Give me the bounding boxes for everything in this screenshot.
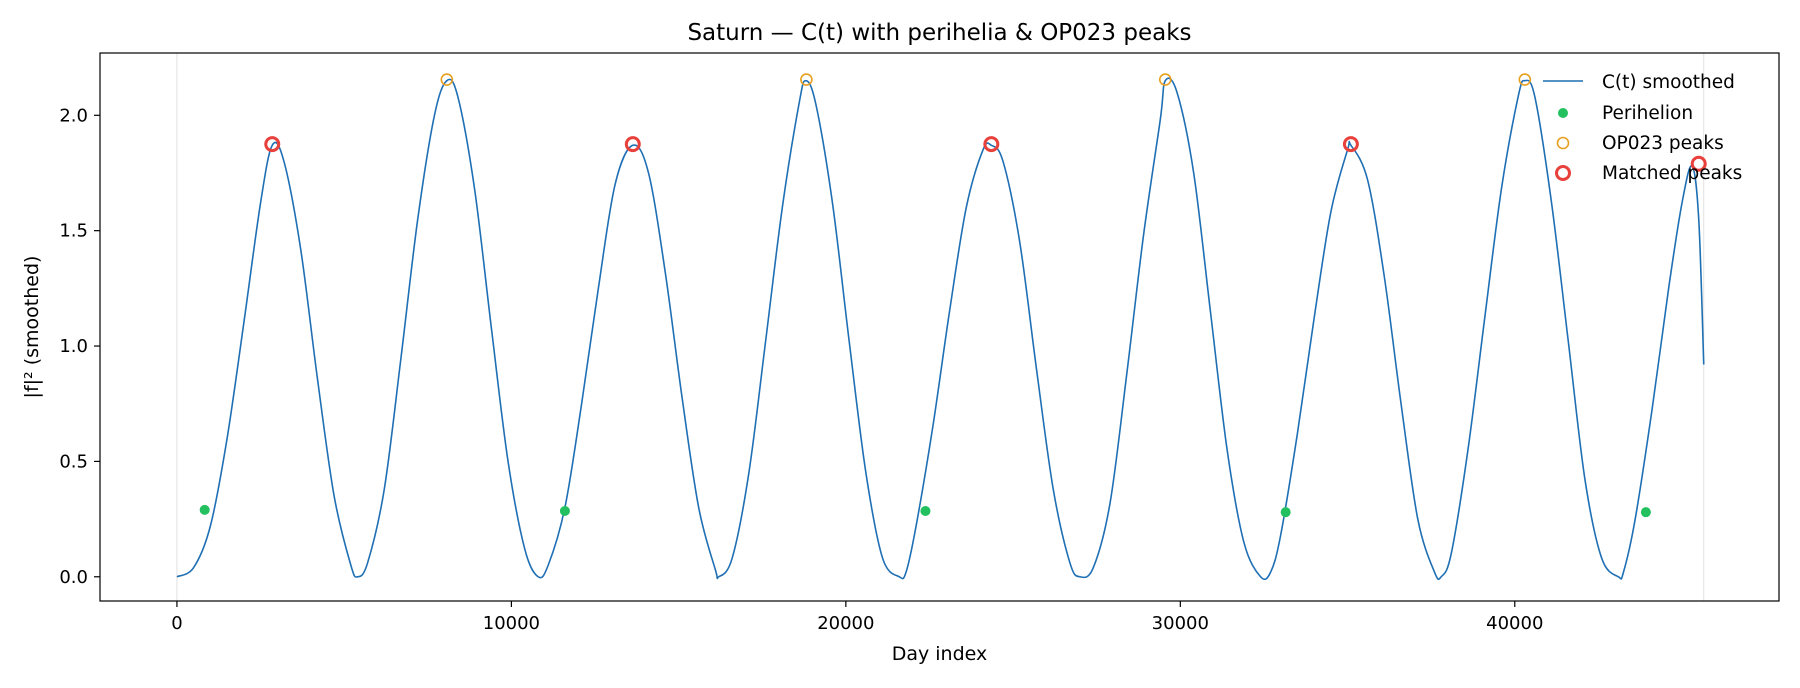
op023-peak-point [440,73,454,86]
chart-title: Saturn — C(t) with perihelia & OP023 pea… [687,20,1191,46]
perihelion-point [1640,507,1651,518]
y-tick-label: 0.5 [59,451,88,472]
y-axis: 0.0 0.5 1.0 1.5 2.0 [59,105,100,588]
data-layer [176,73,1707,581]
reference-lines [176,53,1705,601]
legend: C(t) smoothed Perihelion OP023 peaks Mat… [1543,72,1742,184]
x-tick-label: 10000 [483,613,540,634]
y-tick-label: 1.0 [59,336,88,357]
perihelion-point [920,506,931,517]
y-tick-label: 0.0 [59,567,88,588]
legend-label-line: C(t) smoothed [1602,72,1735,93]
perihelion-point [199,504,210,515]
op023-peak-point [800,73,813,86]
matched-peak-point [1342,136,1359,153]
y-tick-label: 2.0 [59,105,88,126]
plot-frame [99,52,1780,602]
x-axis-label: Day index [892,643,988,665]
x-tick-label: 0 [171,613,182,634]
series-line-ct-smoothed [176,77,1705,581]
legend-op023-marker [1556,136,1570,150]
matched-peak-point [983,136,1000,153]
matched-peak-point [624,136,641,153]
perihelion-point [559,506,570,517]
x-tick-label: 30000 [1152,613,1209,634]
legend-label-op023: OP023 peaks [1602,133,1724,154]
x-tick-label: 40000 [1486,613,1543,634]
matched-peak-point [264,136,281,153]
y-axis-label: |f|² (smoothed) [21,256,43,399]
y-tick-label: 1.5 [59,221,88,242]
legend-label-perihelion: Perihelion [1602,103,1693,124]
op023-peak-point [1518,73,1532,86]
legend-label-matched: Matched peaks [1602,163,1742,184]
legend-perihelion-marker [1558,108,1568,118]
matched-peak-point [1690,155,1707,172]
op023-peak-point [1158,73,1172,86]
legend-matched-marker [1555,165,1571,181]
x-tick-label: 20000 [817,613,874,634]
x-axis: 0 10000 20000 30000 40000 [171,601,1543,634]
perihelion-point [1280,507,1291,518]
